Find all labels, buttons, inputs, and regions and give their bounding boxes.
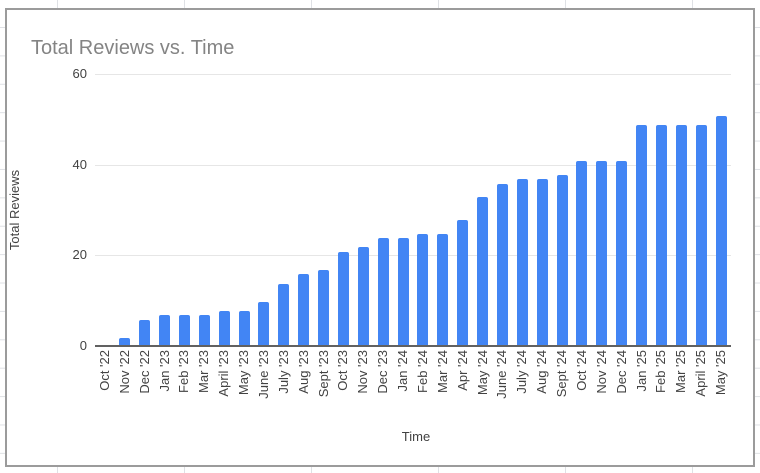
bar [278,284,289,347]
y-tick-label: 60 [72,66,87,81]
bar [676,125,687,347]
bar [656,125,667,347]
bar [696,125,707,347]
x-tick-label: Nov '23 [355,350,370,394]
x-tick-label: Dec '22 [137,350,152,394]
bar [298,274,309,347]
chart-card[interactable]: Total Reviews vs. Time Total Reviews Tim… [5,8,755,467]
x-tick-label: Nov '22 [117,350,132,394]
bar [179,315,190,347]
bar [477,197,488,347]
x-tick-label: Nov '24 [594,350,609,394]
x-tick-label: Mar '24 [435,350,450,393]
x-tick-label: April '23 [216,350,231,397]
chart-title: Total Reviews vs. Time [31,37,235,59]
x-tick-label: Apr '24 [455,350,470,391]
bar [199,315,210,347]
x-tick-label: Aug '24 [534,350,549,394]
bar [139,320,150,347]
x-tick-label: June '23 [256,350,271,399]
bar [497,184,508,347]
gridline [95,165,731,166]
x-axis-line [95,345,731,347]
x-tick-label: Jan '23 [157,350,172,392]
x-tick-label: April '25 [693,350,708,397]
bar [636,125,647,347]
bar [437,234,448,347]
x-tick-label: Mar '23 [196,350,211,393]
x-tick-label: Feb '23 [176,350,191,393]
x-tick-label: Oct '24 [574,350,589,391]
x-tick-label: Dec '24 [614,350,629,394]
bar [159,315,170,347]
bar [576,161,587,347]
bar [338,252,349,347]
y-tick-label: 20 [72,247,87,262]
bar [239,311,250,347]
x-tick-label: May '24 [475,350,490,396]
x-tick-label: Mar '25 [673,350,688,393]
bar [398,238,409,347]
bar [517,179,528,347]
bar [318,270,329,347]
x-tick-label: July '24 [514,350,529,394]
bar [557,175,568,347]
x-tick-label: Jan '25 [634,350,649,392]
bar [417,234,428,347]
bar [219,311,230,347]
x-tick-label: June '24 [494,350,509,399]
y-tick-label: 0 [79,338,87,353]
x-tick-label: Sept '24 [554,350,569,398]
bar [616,161,627,347]
x-tick-label: Feb '25 [653,350,668,393]
bar [537,179,548,347]
bar [716,116,727,347]
x-tick-label: Feb '24 [415,350,430,393]
bar [596,161,607,347]
bar [378,238,389,347]
y-tick-label: 40 [72,157,87,172]
gridline [95,255,731,256]
bar [358,247,369,347]
x-tick-label: Oct '22 [97,350,112,391]
x-tick-label: Aug '23 [296,350,311,394]
x-tick-label: Oct '23 [335,350,350,391]
x-tick-label: Sept '23 [316,350,331,398]
x-tick-label: Dec '23 [375,350,390,394]
x-tick-label: May '23 [236,350,251,396]
plot-area: 0 20 40 60 Oct '22 Nov '22 Dec '22 Jan '23 Feb '… [7,10,753,465]
bar [258,302,269,347]
x-tick-label: Jan '24 [395,350,410,392]
x-tick-label: July '23 [276,350,291,394]
x-tick-label: May '25 [713,350,728,396]
bar [457,220,468,347]
x-axis-title: Time [401,429,431,444]
gridline [95,74,731,75]
bar [119,338,130,347]
